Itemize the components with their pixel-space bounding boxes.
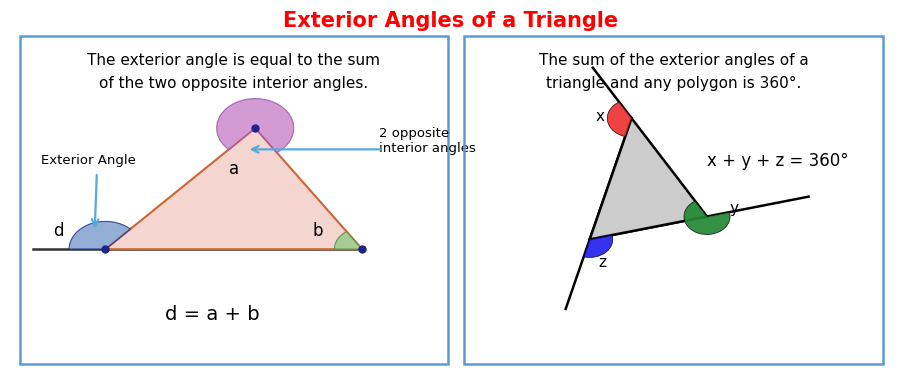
Wedge shape [584, 235, 613, 257]
Text: z: z [598, 255, 606, 270]
Wedge shape [217, 98, 294, 152]
Text: y: y [730, 201, 739, 216]
Text: The sum of the exterior angles of a: The sum of the exterior angles of a [539, 53, 808, 68]
Text: Exterior Angles of a Triangle: Exterior Angles of a Triangle [283, 11, 618, 31]
Text: a: a [229, 160, 239, 178]
Wedge shape [69, 221, 131, 249]
Text: The exterior angle is equal to the sum: The exterior angle is equal to the sum [87, 53, 380, 68]
Wedge shape [684, 201, 730, 234]
Bar [464, 36, 883, 364]
Text: x + y + z = 360°: x + y + z = 360° [707, 152, 849, 170]
Text: x: x [596, 109, 605, 124]
Polygon shape [590, 118, 707, 239]
Text: d = a + b: d = a + b [165, 305, 259, 324]
Text: b: b [312, 222, 323, 240]
Text: of the two opposite interior angles.: of the two opposite interior angles. [99, 76, 369, 91]
Text: d: d [53, 222, 64, 240]
Polygon shape [105, 128, 362, 249]
Text: triangle and any polygon is 360°.: triangle and any polygon is 360°. [546, 76, 801, 91]
Text: Exterior Angle: Exterior Angle [41, 154, 136, 167]
Wedge shape [607, 102, 632, 137]
Text: 2 opposite
interior angles: 2 opposite interior angles [379, 127, 477, 155]
Bar [20, 36, 448, 364]
Wedge shape [334, 232, 362, 249]
